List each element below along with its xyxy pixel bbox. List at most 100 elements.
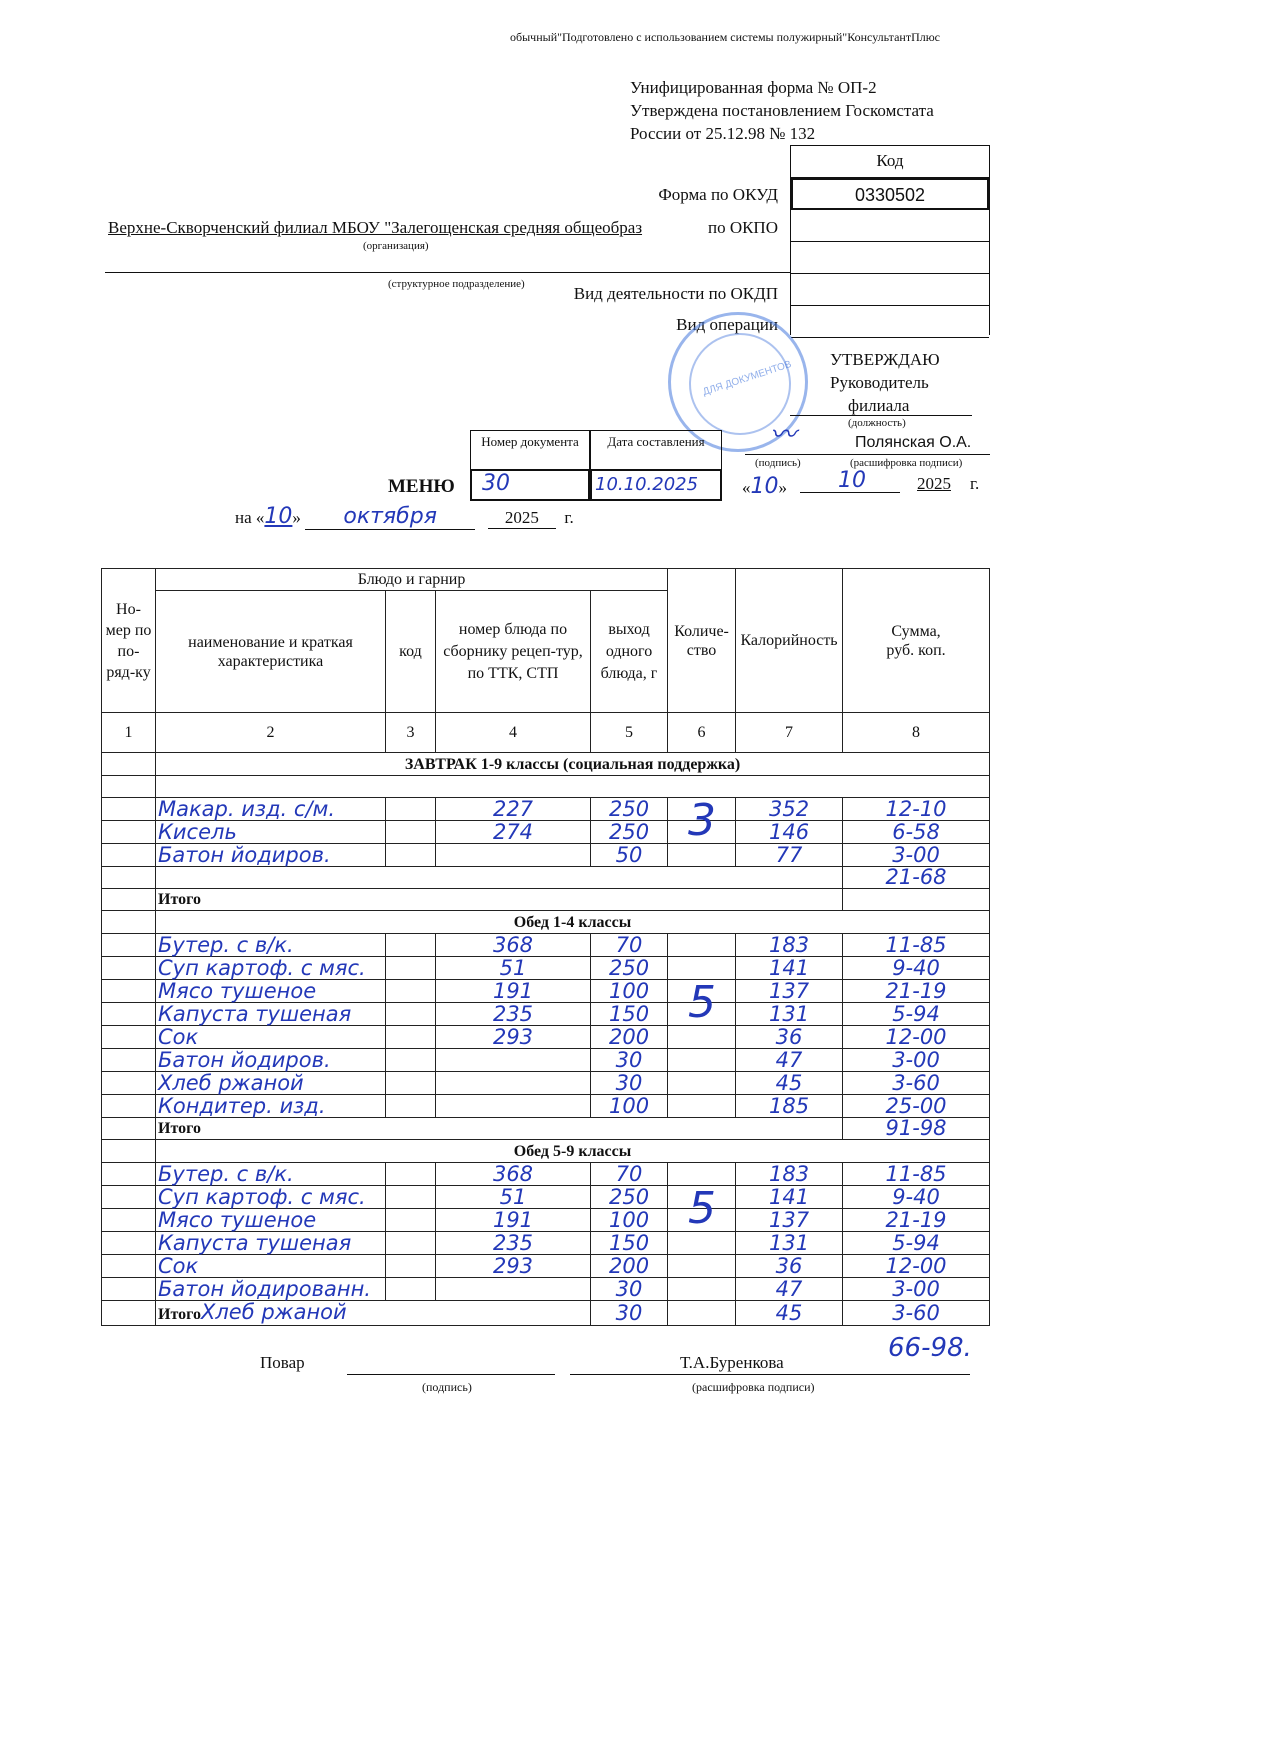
column-number: 7 bbox=[735, 712, 844, 753]
dish-name: Капуста тушеная bbox=[155, 1002, 386, 1026]
table-row: Сок 293 200 36 12-00 bbox=[101, 1254, 991, 1278]
recipe-number: 274 bbox=[435, 820, 591, 844]
close-quote: » bbox=[292, 508, 301, 527]
recipe-number bbox=[435, 1071, 591, 1095]
calories: 183 bbox=[735, 933, 844, 957]
calories: 137 bbox=[735, 979, 844, 1003]
director-name: Полянская О.А. bbox=[855, 434, 972, 451]
total-sum bbox=[842, 888, 991, 911]
portion-weight: 50 bbox=[589, 843, 669, 867]
portion-weight: 200 bbox=[589, 1254, 669, 1278]
dish-code bbox=[385, 1231, 436, 1255]
sum: 21-19 bbox=[842, 1208, 991, 1232]
dish-name: Сок bbox=[155, 1254, 386, 1278]
dish-name: Батон йодиров. bbox=[155, 843, 386, 867]
calories: 77 bbox=[735, 843, 844, 867]
sign-caption: (подпись) bbox=[755, 457, 801, 469]
quantity-cell bbox=[667, 1254, 737, 1278]
table-row: Обед 1-4 классы bbox=[101, 910, 991, 934]
table-row: ЗАВТРАК 1-9 классы (социальная поддержка… bbox=[101, 752, 991, 776]
month-line bbox=[800, 492, 900, 493]
approval-month: 10 bbox=[838, 468, 866, 493]
row-number bbox=[101, 956, 156, 980]
quantity: 5 bbox=[688, 1183, 717, 1234]
portion-weight: 250 bbox=[589, 956, 669, 980]
quantity: 5 bbox=[688, 977, 717, 1028]
dish-name: Кондитер. изд. bbox=[155, 1094, 386, 1118]
calories: 47 bbox=[735, 1048, 844, 1072]
calories: 141 bbox=[735, 956, 844, 980]
approval-year: 2025 bbox=[917, 474, 951, 493]
sum: 6-58 bbox=[842, 820, 991, 844]
calories: 352 bbox=[735, 797, 844, 821]
table-row: Батон йодиров. 30 47 3-00 bbox=[101, 1048, 991, 1072]
recipe-number: 51 bbox=[435, 956, 591, 980]
sum: 12-00 bbox=[842, 1254, 991, 1278]
recipe-number: 191 bbox=[435, 1208, 591, 1232]
dish-code bbox=[385, 1185, 436, 1209]
calories: 131 bbox=[735, 1002, 844, 1026]
quantity-cell bbox=[667, 1048, 737, 1072]
portion-weight: 30 bbox=[589, 1071, 669, 1095]
row-number bbox=[101, 1208, 156, 1232]
table-row: Бутер. с в/к. 368 70 183 11-85 bbox=[101, 933, 991, 957]
approval-g: г. bbox=[970, 474, 980, 493]
role-line bbox=[790, 415, 972, 416]
cook-name-line bbox=[570, 1374, 970, 1375]
okdp-label: Вид деятельности по ОКДП bbox=[573, 284, 778, 303]
form-info-2: Утверждена постановлением Госкомстата bbox=[630, 101, 934, 120]
approval-date: «10» bbox=[742, 474, 787, 499]
column-number: 4 bbox=[435, 712, 591, 753]
row-number bbox=[101, 933, 156, 957]
portion-weight: 30 bbox=[589, 1048, 669, 1072]
dish-code bbox=[385, 1094, 436, 1118]
col-header-1: Но-мер по по-ряд-ку bbox=[101, 568, 156, 713]
cook-sign-line bbox=[347, 1374, 555, 1375]
total-label: Итого bbox=[154, 888, 844, 911]
calories: 131 bbox=[735, 1231, 844, 1255]
row-number bbox=[101, 1071, 156, 1095]
sign-line bbox=[745, 454, 990, 455]
menu-date: на «10» октября 2025 г. bbox=[235, 504, 574, 530]
table-row bbox=[101, 775, 991, 798]
sum: 9-40 bbox=[842, 1185, 991, 1209]
sum: 3-00 bbox=[842, 1277, 991, 1301]
dish-code bbox=[385, 1048, 436, 1072]
sum: 3-00 bbox=[842, 843, 991, 867]
quantity-cell bbox=[667, 1025, 737, 1049]
row-number bbox=[101, 797, 156, 821]
quantity: 3 bbox=[688, 795, 717, 846]
dish-name: Бутер. с в/к. bbox=[155, 1162, 386, 1186]
dish-name: Кисель bbox=[155, 820, 386, 844]
doc-date-header: Дата составления bbox=[590, 430, 722, 470]
menu-day: 10 bbox=[264, 504, 293, 529]
dish-name: Суп картоф. с мяс. bbox=[155, 956, 386, 980]
sum: 11-85 bbox=[842, 1162, 991, 1186]
menu-table: Но-мер по по-ряд-ку Блюдо и гарнир Колич… bbox=[101, 568, 991, 1326]
dish-code bbox=[385, 1162, 436, 1186]
column-number: 6 bbox=[667, 712, 737, 753]
row-number bbox=[101, 1231, 156, 1255]
dish-code bbox=[385, 797, 436, 821]
okdp-code bbox=[791, 274, 989, 306]
dish-name: Батон йодиров. bbox=[155, 1048, 386, 1072]
portion-weight: 150 bbox=[589, 1231, 669, 1255]
recipe-number bbox=[435, 1048, 591, 1072]
subdivision-caption: (структурное подразделение) bbox=[388, 278, 525, 290]
quantity-cell bbox=[667, 1071, 737, 1095]
quantity-cell bbox=[667, 1277, 737, 1301]
portion-weight: 30 bbox=[589, 1277, 669, 1301]
menu-g: г. bbox=[564, 508, 574, 527]
calories: 137 bbox=[735, 1208, 844, 1232]
name-caption: (расшифровка подписи) bbox=[850, 457, 963, 469]
recipe-number: 368 bbox=[435, 1162, 591, 1186]
column-number: 3 bbox=[385, 712, 436, 753]
calories: 36 bbox=[735, 1254, 844, 1278]
portion-weight: 150 bbox=[589, 1002, 669, 1026]
dish-code bbox=[385, 820, 436, 844]
row-number bbox=[101, 775, 156, 798]
table-row: Суп картоф. с мяс. 51 250 141 9-40 bbox=[101, 1185, 991, 1209]
sum: 5-94 bbox=[842, 1231, 991, 1255]
